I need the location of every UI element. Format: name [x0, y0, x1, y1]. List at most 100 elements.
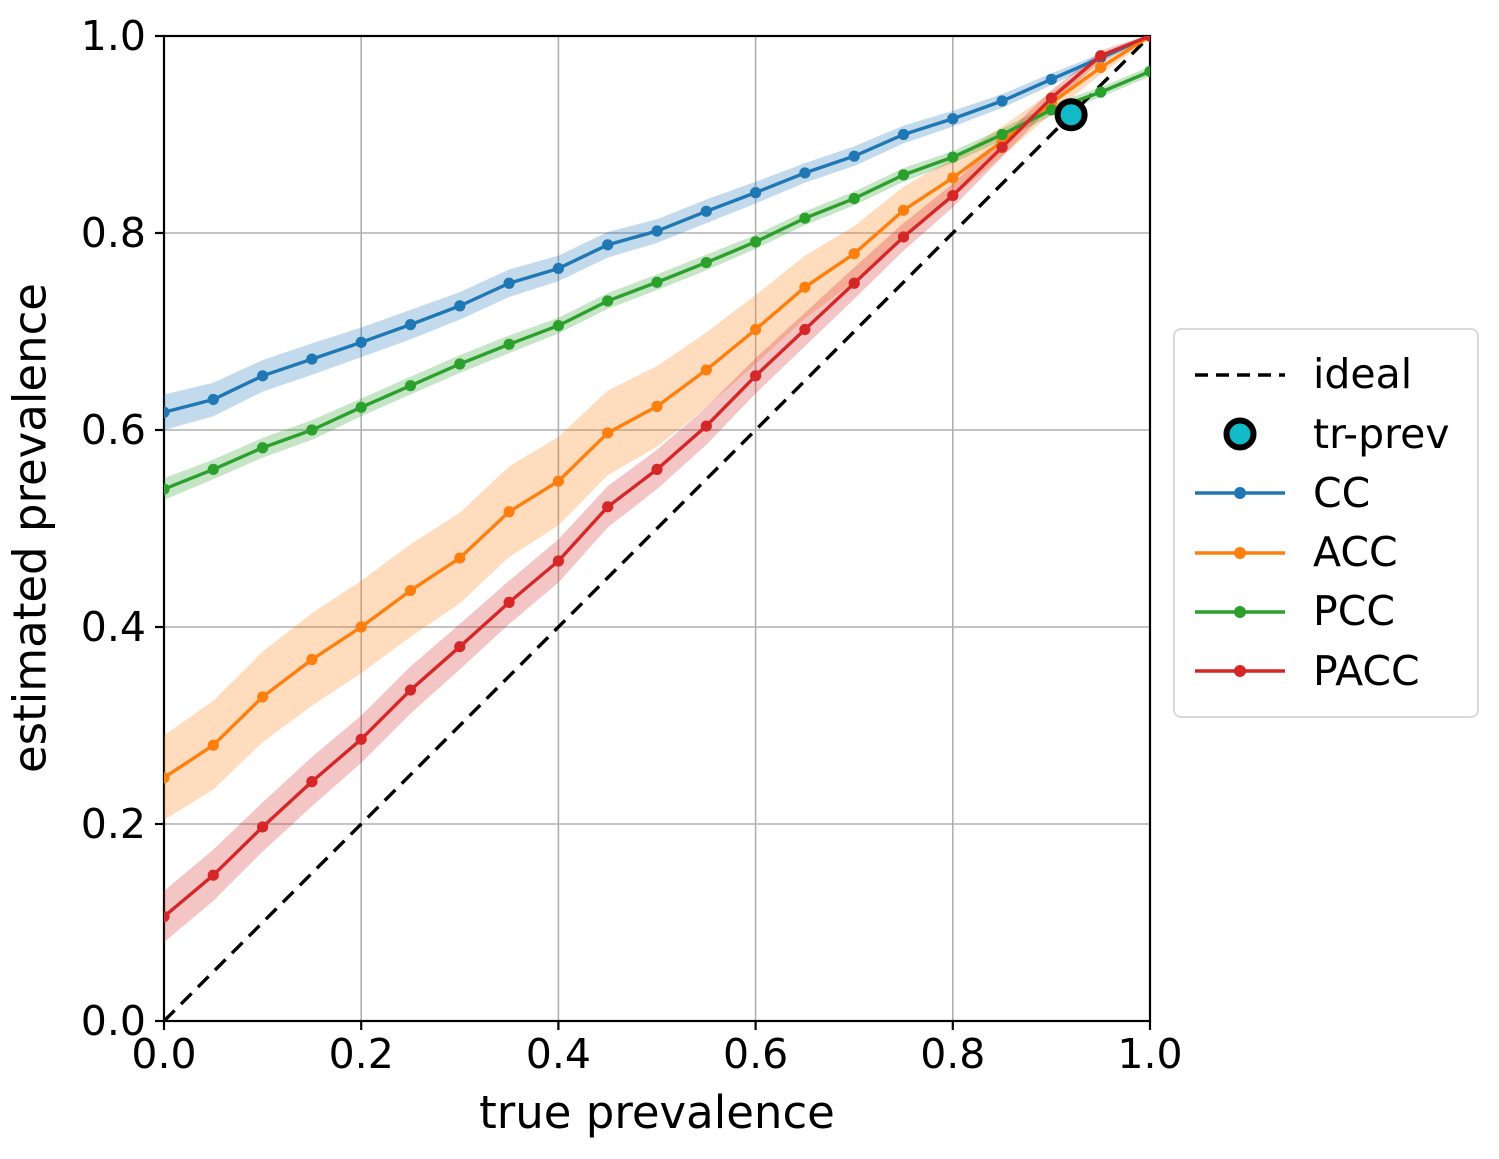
legend-label: ideal: [1313, 350, 1413, 399]
marker-pcc: [1045, 104, 1057, 116]
marker-cc: [503, 277, 515, 289]
marker-acc: [306, 653, 318, 666]
axes-spines: [162, 34, 1152, 1023]
marker-pcc: [552, 319, 565, 332]
marker-cc: [700, 205, 712, 217]
x-tick-label: 1.0: [1117, 1030, 1182, 1078]
legend-entry-pacc: PACC: [1191, 646, 1477, 695]
marker-acc: [750, 323, 762, 336]
y-tick-label: 0.8: [81, 209, 146, 257]
x-axis-label: true prevalence: [479, 1086, 835, 1139]
marker-pacc: [306, 776, 318, 788]
data-layer: [164, 36, 1150, 1021]
marker-acc: [947, 172, 959, 184]
marker-cc: [651, 225, 663, 237]
x-tick-label: 0.2: [329, 1030, 394, 1078]
marker-pcc: [651, 276, 663, 288]
marker-pcc: [947, 151, 959, 163]
tr-prev-swatch-icon: [1223, 417, 1257, 451]
tick-marks: [155, 34, 1152, 1030]
marker-cc: [355, 336, 367, 348]
marker-acc: [503, 506, 515, 518]
marker-acc: [799, 281, 811, 293]
marker-pcc: [355, 401, 367, 413]
marker-pacc: [552, 555, 565, 567]
ideal-line: [164, 36, 1150, 1021]
marker-pcc: [257, 442, 269, 454]
marker-pacc: [848, 277, 860, 289]
marker-pacc: [454, 641, 466, 653]
legend-entry-cc: CC: [1191, 468, 1477, 517]
marker-cc: [257, 370, 269, 382]
x-tick-label: 0.8: [920, 1030, 985, 1078]
marker-pacc: [799, 323, 811, 336]
acc-swatch-icon: [1195, 546, 1285, 559]
marker-pacc: [700, 420, 712, 432]
legend-label: PACC: [1313, 646, 1420, 695]
marker-pcc: [164, 483, 170, 495]
marker-acc: [651, 400, 663, 412]
marker-acc: [164, 772, 170, 784]
y-tick-label: 1.0: [81, 12, 146, 60]
marker-pacc: [602, 501, 614, 513]
y-tick-label: 0.0: [81, 997, 146, 1045]
marker-cc: [164, 406, 170, 418]
marker-pacc: [897, 231, 910, 243]
marker-cc: [799, 167, 811, 179]
marker-pcc: [897, 169, 910, 181]
marker-cc: [552, 262, 565, 275]
legend-entry-tr-prev: tr-prev: [1191, 409, 1477, 458]
marker-pacc: [1095, 50, 1107, 62]
y-tick-label: 0.4: [81, 603, 146, 651]
marker-pacc: [355, 733, 367, 745]
marker-pcc: [306, 424, 318, 436]
marker-pacc: [996, 141, 1008, 153]
marker-cc: [996, 95, 1008, 107]
marker-acc: [602, 427, 614, 439]
legend-label: PCC: [1313, 587, 1395, 636]
tr-prev-marker: [1054, 98, 1088, 132]
marker-acc: [552, 475, 565, 487]
marker-pacc: [164, 910, 170, 923]
marker-pcc: [750, 236, 762, 248]
y-axis-label-text: estimated prevalence: [3, 283, 57, 773]
marker-cc: [602, 239, 614, 251]
marker-acc: [257, 691, 269, 703]
marker-pcc: [996, 128, 1008, 141]
marker-pcc: [700, 256, 712, 269]
y-tick-label: 0.6: [81, 406, 146, 454]
marker-pacc: [207, 869, 219, 881]
legend-label: tr-prev: [1313, 409, 1450, 458]
marker-cc: [454, 300, 466, 312]
marker-acc: [404, 584, 417, 597]
marker-pacc: [257, 821, 269, 833]
pcc-swatch-icon: [1195, 605, 1285, 618]
y-tick-label: 0.2: [81, 800, 146, 848]
legend-label: ACC: [1313, 528, 1398, 577]
legend-entry-acc: ACC: [1191, 532, 1477, 573]
marker-acc: [700, 364, 712, 376]
pacc-swatch-icon: [1195, 665, 1285, 678]
marker-pcc: [454, 358, 466, 370]
marker-pcc: [799, 212, 811, 224]
marker-pcc: [207, 463, 219, 475]
marker-pacc: [1144, 36, 1150, 42]
x-tick-label: 0.6: [723, 1030, 788, 1078]
marker-acc: [454, 552, 466, 564]
marker-pacc: [651, 463, 663, 475]
legend-label: CC: [1313, 468, 1371, 517]
legend: ideal tr-prev CC ACC PCC PACC: [1173, 328, 1479, 718]
marker-cc: [897, 128, 910, 141]
marker-acc: [207, 739, 219, 751]
marker-pacc: [750, 370, 762, 382]
band-pacc: [164, 36, 1150, 943]
x-tick-label: 0.0: [131, 1030, 196, 1078]
marker-pcc: [503, 338, 515, 350]
marker-pacc: [404, 684, 417, 696]
marker-cc: [848, 150, 860, 162]
x-tick-label: 0.4: [526, 1030, 591, 1078]
marker-pacc: [503, 596, 515, 608]
marker-acc: [355, 621, 367, 633]
marker-pcc: [1144, 65, 1150, 78]
